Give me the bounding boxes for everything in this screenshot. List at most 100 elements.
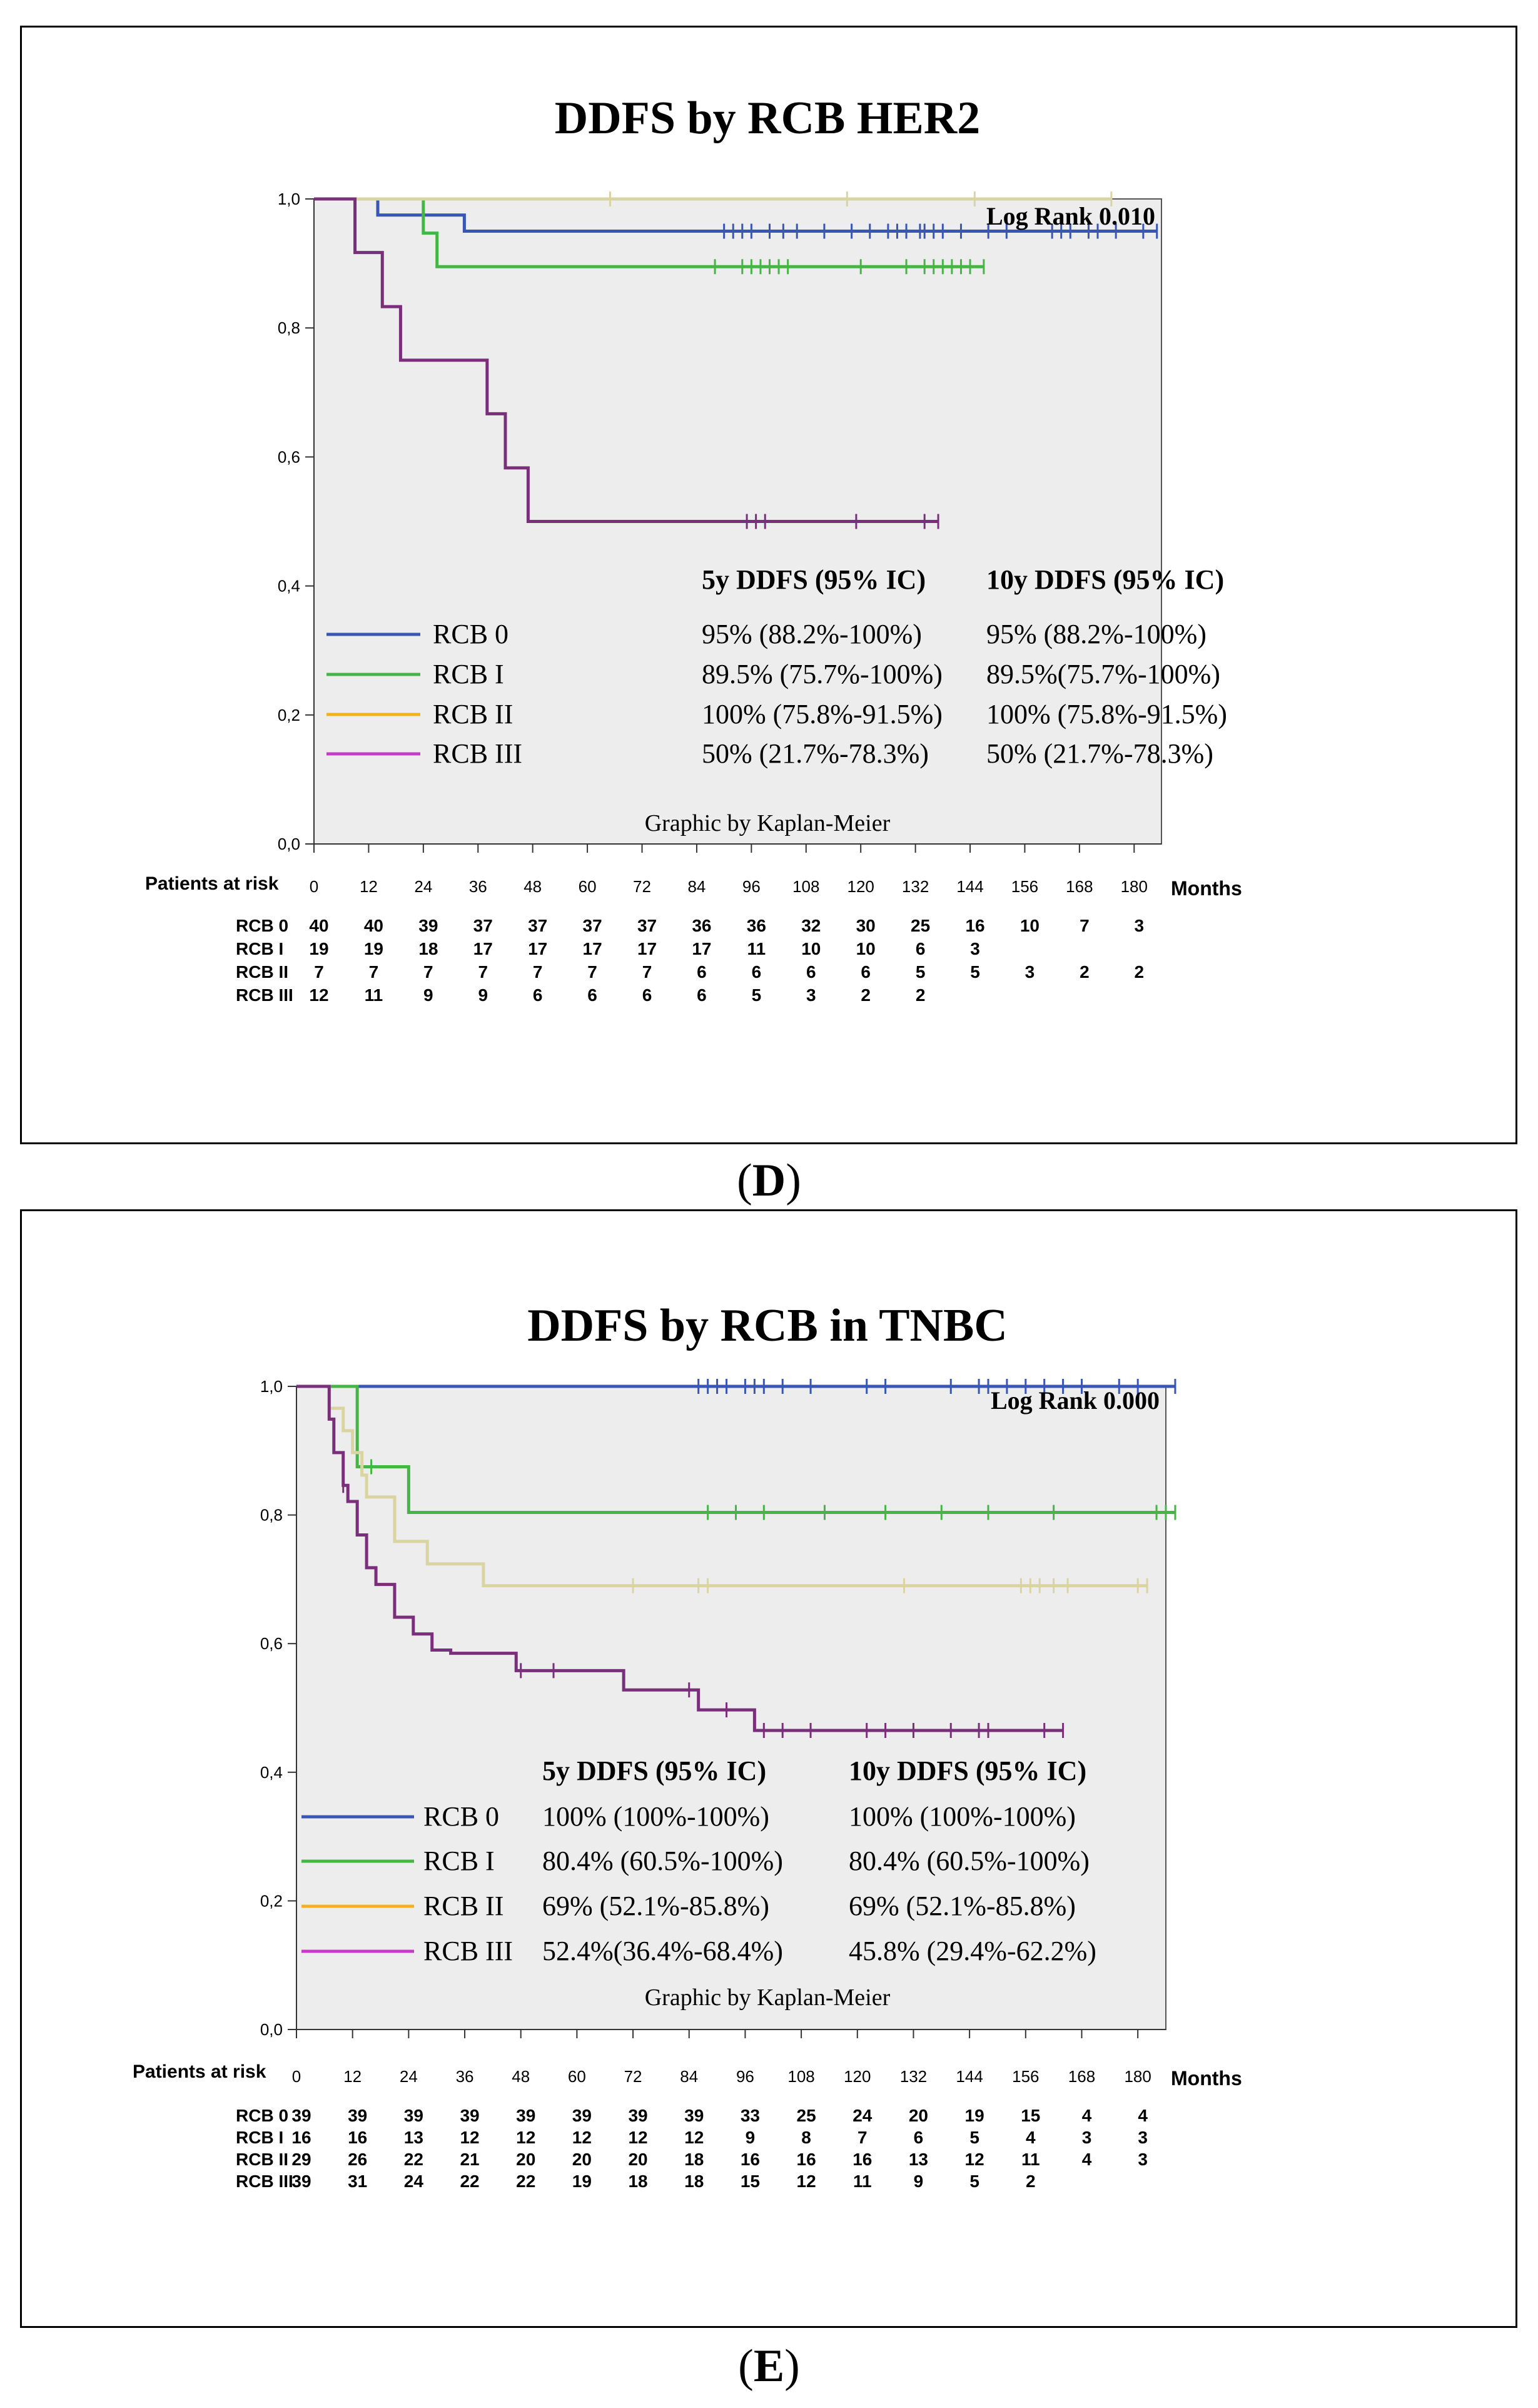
x-tick-label: 60 bbox=[579, 877, 597, 896]
risk-count: 10 bbox=[801, 939, 821, 958]
legend-10y-value: 100% (75.8%-91.5%) bbox=[986, 699, 1227, 729]
y-tick-label: 0,8 bbox=[260, 1506, 283, 1525]
legend-5y-value: 89.5% (75.7%-100%) bbox=[702, 659, 943, 689]
km-curve-rcb-ii bbox=[296, 1384, 1148, 1588]
risk-count: 16 bbox=[291, 2128, 311, 2147]
x-tick-label: 120 bbox=[847, 877, 874, 896]
panel-d-chart: DDFS by RCB HER2 0,00,20,40,60,81,00 12 24… bbox=[145, 93, 1242, 1005]
panel-e-chart: DDFS by RCB in TNBC 0,0 0,2 0,4 0,6 0,8 1,0 0 1… bbox=[133, 1300, 1242, 2191]
risk-row-label: RCB II bbox=[236, 962, 288, 982]
risk-count: 3 bbox=[1138, 2150, 1148, 2169]
risk-count: 18 bbox=[418, 939, 438, 958]
risk-count: 36 bbox=[692, 916, 711, 935]
col-header-10y: 10y DDFS (95% IC) bbox=[986, 564, 1224, 595]
risk-count: 3 bbox=[1135, 916, 1145, 935]
x-tick-label: 120 bbox=[844, 2067, 871, 2086]
risk-count: 37 bbox=[528, 916, 547, 935]
risk-count: 11 bbox=[747, 939, 766, 958]
legend-10y-value: 80.4% (60.5%-100%) bbox=[849, 1846, 1090, 1876]
risk-count: 39 bbox=[404, 2106, 423, 2125]
risk-count: 12 bbox=[516, 2128, 535, 2147]
risk-count: 6 bbox=[914, 2128, 924, 2147]
plot-area bbox=[296, 1386, 1166, 2030]
risk-count: 6 bbox=[533, 985, 543, 1005]
legend-label: RCB 0 bbox=[433, 619, 508, 649]
risk-count: 4 bbox=[1082, 2150, 1092, 2169]
risk-count: 17 bbox=[692, 939, 711, 958]
risk-count: 22 bbox=[404, 2150, 423, 2169]
panel-d-label: (D) bbox=[737, 1155, 801, 1206]
risk-count: 37 bbox=[583, 916, 602, 935]
risk-count: 40 bbox=[309, 916, 328, 935]
risk-count: 7 bbox=[642, 962, 652, 982]
risk-count: 6 bbox=[752, 962, 762, 982]
legend-10y-value: 50% (21.7%-78.3%) bbox=[986, 738, 1213, 769]
risk-count: 5 bbox=[916, 962, 926, 982]
x-tick-label: 156 bbox=[1012, 2067, 1039, 2086]
x-tick-label: 96 bbox=[742, 877, 761, 896]
risk-count: 7 bbox=[858, 2128, 868, 2147]
risk-row-label: RCB 0 bbox=[236, 2106, 288, 2125]
y-tick-label: 0,6 bbox=[278, 447, 300, 466]
x-tick-label: 180 bbox=[1121, 877, 1148, 896]
risk-count: 12 bbox=[309, 985, 328, 1005]
km-curve-rcb-iii bbox=[296, 1384, 1063, 1732]
risk-count: 25 bbox=[797, 2106, 816, 2125]
legend-10y-value: 45.8% (29.4%-62.2%) bbox=[849, 1936, 1096, 1966]
x-tick-label: 0 bbox=[292, 2067, 301, 2086]
risk-count: 37 bbox=[473, 916, 493, 935]
x-tick-label: 72 bbox=[624, 2067, 642, 2086]
risk-count: 6 bbox=[806, 962, 816, 982]
x-tick-label: 0 bbox=[310, 877, 318, 896]
y-tick-label: 0,0 bbox=[260, 2020, 283, 2039]
log-rank: Log Rank 0.010 bbox=[986, 202, 1155, 230]
x-tick-label: 132 bbox=[900, 2067, 927, 2086]
risk-count: 7 bbox=[369, 962, 379, 982]
risk-count: 12 bbox=[684, 2128, 704, 2147]
log-rank: Log Rank 0.000 bbox=[991, 1386, 1160, 1415]
risk-count: 39 bbox=[628, 2106, 647, 2125]
y-tick-label: 1,0 bbox=[260, 1377, 283, 1396]
risk-count: 20 bbox=[516, 2150, 535, 2169]
risk-count: 15 bbox=[741, 2172, 760, 2191]
risk-count: 3 bbox=[1025, 962, 1035, 982]
risk-count: 20 bbox=[572, 2150, 592, 2169]
risk-count: 7 bbox=[314, 962, 324, 982]
footnote: Graphic by Kaplan-Meier bbox=[645, 1984, 891, 2011]
risk-count: 12 bbox=[797, 2172, 816, 2191]
risk-count: 24 bbox=[852, 2106, 873, 2125]
legend-5y-value: 50% (21.7%-78.3%) bbox=[702, 738, 929, 769]
legend-label: RCB III bbox=[423, 1936, 513, 1966]
y-tick-label: 0,2 bbox=[260, 1891, 283, 1910]
risk-count: 13 bbox=[909, 2150, 928, 2169]
risk-header: Patients at risk bbox=[133, 2061, 266, 2082]
risk-count: 11 bbox=[1021, 2150, 1040, 2169]
risk-count: 3 bbox=[970, 939, 980, 958]
risk-count: 25 bbox=[911, 916, 930, 935]
risk-count: 8 bbox=[801, 2128, 811, 2147]
legend-5y-value: 95% (88.2%-100%) bbox=[702, 619, 922, 649]
risk-count: 22 bbox=[516, 2172, 535, 2191]
risk-count: 12 bbox=[572, 2128, 592, 2147]
risk-count: 17 bbox=[473, 939, 493, 958]
risk-count: 20 bbox=[628, 2150, 647, 2169]
risk-count: 40 bbox=[364, 916, 383, 935]
y-tick-label: 1,0 bbox=[278, 190, 300, 208]
risk-count: 7 bbox=[423, 962, 433, 982]
risk-count: 17 bbox=[583, 939, 602, 958]
legend-10y-value: 100% (100%-100%) bbox=[849, 1801, 1076, 1832]
y-tick-label: 0,2 bbox=[278, 706, 300, 724]
risk-count: 18 bbox=[684, 2150, 704, 2169]
chart-title: DDFS by RCB in TNBC bbox=[527, 1300, 1008, 1351]
x-tick-label: 24 bbox=[400, 2067, 418, 2086]
risk-count: 9 bbox=[914, 2172, 924, 2191]
risk-count: 19 bbox=[309, 939, 328, 958]
x-tick-label: 144 bbox=[956, 877, 983, 896]
x-axis-label: Months bbox=[1171, 2067, 1242, 2090]
col-header-10y: 10y DDFS (95% IC) bbox=[849, 1755, 1086, 1786]
risk-count: 39 bbox=[348, 2106, 367, 2125]
risk-count: 5 bbox=[969, 2172, 979, 2191]
risk-count: 18 bbox=[684, 2172, 704, 2191]
risk-count: 39 bbox=[291, 2106, 311, 2125]
risk-count: 29 bbox=[291, 2150, 311, 2169]
